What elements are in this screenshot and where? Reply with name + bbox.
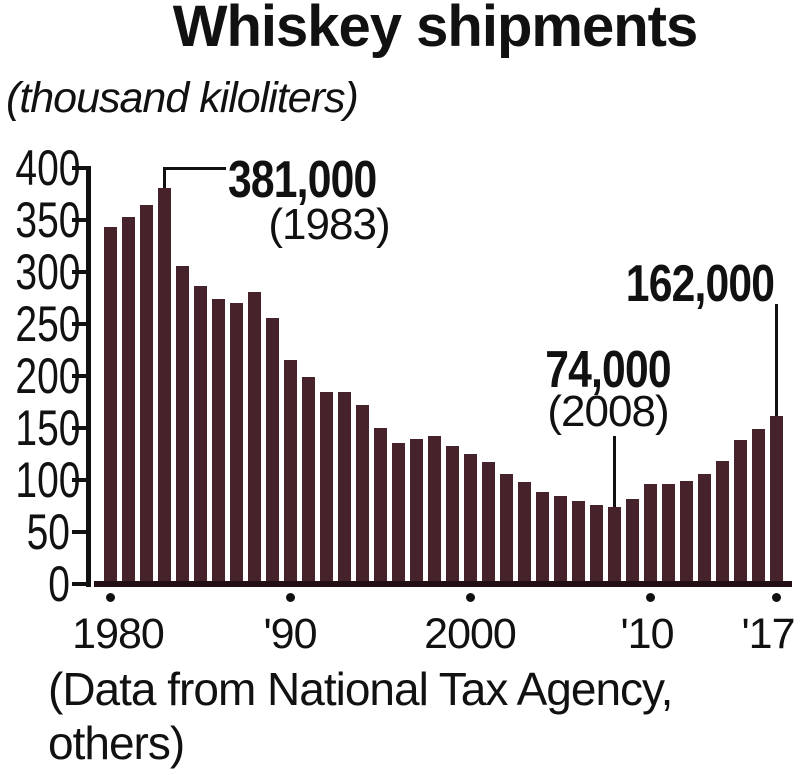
bar-2005 — [553, 495, 567, 587]
bar-1993 — [337, 391, 351, 587]
x-axis-label: 2000 — [424, 610, 517, 658]
bar-1992 — [319, 391, 333, 587]
bar-1999 — [445, 445, 459, 587]
x-axis-line — [94, 581, 792, 587]
x-tick-dot — [285, 592, 295, 602]
bar-2017 — [769, 415, 783, 587]
x-tick-dot — [105, 592, 115, 602]
bar-1981 — [121, 216, 135, 587]
y-axis-label: 200 — [15, 348, 81, 404]
annotation-latest-value: 162,000 — [625, 255, 775, 313]
source-note-line1: (Data from National Tax Agency, — [48, 663, 673, 715]
bar-2006 — [571, 500, 585, 587]
bar-2014 — [715, 461, 729, 587]
bar-2015 — [733, 440, 747, 587]
y-tick — [72, 582, 86, 586]
bar-2007 — [589, 504, 603, 587]
bar-2009 — [625, 498, 639, 587]
bar-1990 — [283, 360, 297, 587]
source-note: (Data from National Tax Agency, others) — [48, 662, 673, 770]
y-axis-label: 300 — [15, 244, 81, 300]
y-axis-line — [86, 166, 91, 587]
bar-2008 — [607, 507, 621, 587]
x-axis-label: 1980 — [72, 610, 165, 658]
x-axis-label: '90 — [263, 610, 317, 658]
bar-1982 — [139, 205, 153, 587]
y-tick — [72, 322, 86, 326]
x-axis-label: '10 — [620, 610, 674, 658]
bar-2016 — [751, 429, 765, 587]
bar-1986 — [211, 299, 225, 587]
y-tick — [72, 166, 86, 170]
bar-1987 — [229, 303, 243, 587]
bar-1991 — [301, 377, 315, 587]
unit-label: (thousand kiloliters) — [6, 74, 359, 122]
bar-1996 — [391, 442, 405, 587]
y-axis-label: 400 — [15, 140, 81, 196]
bar-2000 — [463, 454, 477, 587]
annotation-trough-value: 74,000 — [545, 341, 671, 399]
bar-1989 — [265, 317, 279, 587]
chart-title: Whiskey shipments — [172, 0, 698, 59]
y-tick — [72, 218, 86, 222]
bar-1997 — [409, 439, 423, 587]
bar-2004 — [535, 492, 549, 587]
bar-2003 — [517, 482, 531, 587]
annotation-peak-line-h — [162, 167, 226, 170]
bar-2010 — [643, 484, 657, 587]
x-tick-dot — [771, 592, 781, 602]
y-axis-label: 250 — [15, 296, 81, 352]
x-axis-label: '17 — [741, 610, 795, 658]
y-tick — [72, 374, 86, 378]
y-axis-label: 350 — [15, 192, 81, 248]
bar-1983 — [157, 187, 171, 587]
bar-1984 — [175, 265, 189, 587]
y-tick — [72, 478, 86, 482]
bar-1988 — [247, 291, 261, 587]
annotation-peak-year: (1983) — [268, 200, 390, 249]
annotation-peak-value: 381,000 — [228, 151, 377, 209]
bar-2012 — [679, 481, 693, 587]
bar-1995 — [373, 428, 387, 587]
y-axis-label: 100 — [15, 452, 81, 508]
y-axis-label: 150 — [15, 400, 81, 456]
bar-2013 — [697, 473, 711, 587]
annotation-trough-year: (2008) — [547, 387, 669, 436]
y-tick — [72, 530, 86, 534]
x-tick-dot — [645, 592, 655, 602]
annotation-trough-line — [612, 436, 616, 508]
annotation-peak-line-v — [162, 167, 166, 188]
bar-1980 — [103, 227, 117, 587]
y-tick — [72, 270, 86, 274]
bar-1985 — [193, 285, 207, 587]
y-axis-label: 0 — [48, 556, 70, 612]
annotation-latest-line — [774, 304, 778, 416]
x-tick-dot — [465, 592, 475, 602]
y-tick — [72, 426, 86, 430]
bar-2011 — [661, 484, 675, 587]
bar-2001 — [481, 462, 495, 587]
y-axis-label: 50 — [26, 504, 70, 560]
bar-2002 — [499, 473, 513, 587]
bar-1998 — [427, 436, 441, 587]
bar-1994 — [355, 405, 369, 587]
source-note-line2: others) — [48, 717, 185, 769]
